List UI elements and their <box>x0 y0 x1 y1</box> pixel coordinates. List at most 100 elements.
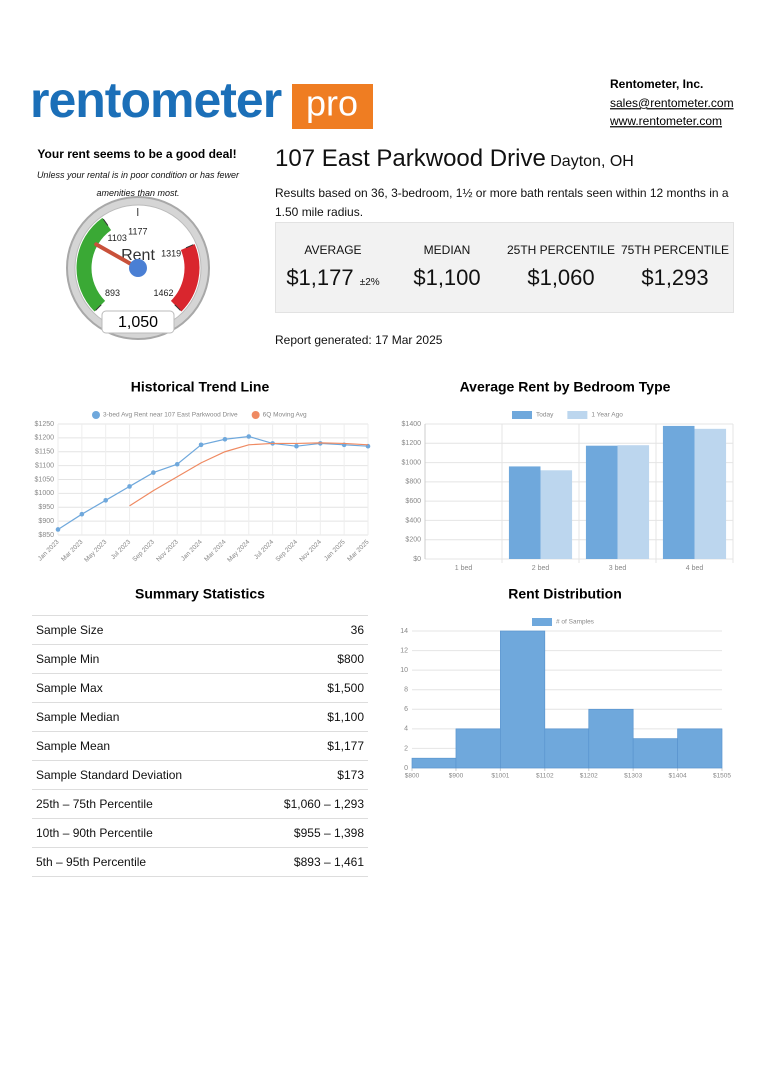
stats-label: Sample Max <box>36 681 103 695</box>
stat-value: $1,100 <box>413 265 481 290</box>
x-tick-label: Mar 2023 <box>60 538 85 563</box>
y-tick-label: 6 <box>404 706 408 713</box>
gauge-label: Rent <box>121 247 155 264</box>
legend-swatch <box>512 411 532 419</box>
legend-label: 3-bed Avg Rent near 107 East Parkwood Dr… <box>103 412 238 419</box>
stats-label: Sample Standard Deviation <box>36 768 183 782</box>
bar <box>585 445 618 559</box>
stat-label: MEDIAN <box>423 243 471 257</box>
y-tick-label: $1200 <box>402 440 422 447</box>
x-tick-label: Jan 2023 <box>37 538 61 562</box>
x-tick-label: $1404 <box>669 773 687 780</box>
bar <box>540 470 573 559</box>
x-tick-label: Nov 2023 <box>155 538 180 563</box>
line-point <box>294 443 299 449</box>
y-tick-label: $1400 <box>402 421 422 428</box>
stats-label: 10th – 90th Percentile <box>36 826 153 840</box>
line-point <box>246 434 252 439</box>
y-tick-label: $1200 <box>35 435 55 442</box>
y-tick-label: $600 <box>405 498 421 505</box>
gauge-band <box>76 217 112 312</box>
stats-row: Sample Max $1,500 <box>32 674 368 703</box>
report-date: Report generated: 17 Mar 2025 <box>275 333 443 347</box>
histogram-bar <box>500 630 546 769</box>
x-tick-label: $1102 <box>536 773 554 780</box>
y-tick-label: $400 <box>405 517 421 524</box>
gauge-tick <box>95 304 102 311</box>
section-title: Average Rent by Bedroom Type <box>460 379 671 395</box>
website[interactable]: www.rentometer.com <box>609 114 722 128</box>
gauge-tick <box>102 218 109 226</box>
legend-label: # of Samples <box>556 619 595 626</box>
stats-row: Sample Mean $1,177 <box>32 732 368 761</box>
y-tick-label: 8 <box>404 687 408 694</box>
legend-label: Today <box>536 412 554 419</box>
stats-row: 25th – 75th Percentile $1,060 – 1,293 <box>32 790 368 819</box>
x-tick-label: Jul 2023 <box>110 538 133 561</box>
stats-table: Sample Size 36 Sample Min $800 Sample Max $1,… <box>32 615 368 877</box>
histogram-bar <box>632 738 678 769</box>
x-tick-label: $900 <box>449 773 464 780</box>
bar <box>508 466 541 559</box>
city: Dayton, OH <box>550 153 634 170</box>
y-tick-label: $1150 <box>35 449 54 456</box>
gauge-tick <box>174 304 181 311</box>
x-tick-label: 1 bed <box>455 565 473 572</box>
stats-row: 10th – 90th Percentile $955 – 1,398 <box>32 819 368 848</box>
legend-swatch <box>532 618 552 626</box>
logo: rentometer <box>30 72 282 128</box>
bar <box>694 428 727 559</box>
histogram-bar <box>677 728 723 769</box>
email[interactable]: sales@rentometer.com <box>610 96 734 110</box>
legend-swatch <box>251 411 260 419</box>
x-tick-label: May 2024 <box>226 538 251 563</box>
gauge-readout: 1,050 <box>118 314 158 331</box>
line-point <box>127 484 132 489</box>
stats-row: Sample Size 36 <box>32 616 368 645</box>
y-tick-label: $1000 <box>402 459 422 466</box>
stats-value: $800 <box>337 652 364 666</box>
gauge-tick-label: 1177 <box>128 226 147 236</box>
line-point <box>79 511 85 517</box>
description: Results based on 36, 3-bedroom, 1½ or mo… <box>275 186 729 219</box>
x-tick-label: May 2023 <box>83 538 108 563</box>
company: Rentometer, Inc. <box>610 77 703 91</box>
stat-value: $1,177 <box>286 265 354 290</box>
logo-badge-bg <box>292 84 373 129</box>
y-tick-label: $950 <box>38 504 54 511</box>
stats-value: $1,060 – 1,293 <box>283 797 364 811</box>
x-tick-label: Jul 2024 <box>253 538 276 561</box>
gauge-tick-label: 1462 <box>153 288 173 298</box>
y-tick-label: $0 <box>413 556 421 563</box>
stats-label: 25th – 75th Percentile <box>36 797 153 811</box>
y-tick-label: 2 <box>404 745 408 752</box>
stats-value: $1,500 <box>327 681 364 695</box>
line-series <box>129 442 369 507</box>
stats-row: Sample Median $1,100 <box>32 703 368 732</box>
legend-swatch <box>92 411 100 419</box>
stats-value: $1,100 <box>327 710 364 724</box>
x-tick-label: Mar 2024 <box>203 538 228 563</box>
gauge-hub <box>129 259 147 277</box>
stats-row: Sample Standard Deviation $173 <box>32 761 368 790</box>
stat-value: $1,293 <box>641 265 709 290</box>
x-tick-label: 3 bed <box>609 565 627 572</box>
stats-value: $1,177 <box>327 739 364 753</box>
bar <box>617 445 650 559</box>
stats-row: Sample Min $800 <box>32 645 368 674</box>
stat-note: ±2% <box>359 277 380 288</box>
y-tick-label: $1000 <box>35 490 55 497</box>
x-tick-label: 2 bed <box>532 565 550 572</box>
x-tick-label: $1303 <box>624 773 642 780</box>
x-tick-label: Mar 2025 <box>346 538 371 563</box>
stat-label: 25TH PERCENTILE <box>506 243 616 257</box>
y-tick-label: $900 <box>38 518 54 525</box>
x-tick-label: $1001 <box>491 773 509 780</box>
line-series <box>57 435 369 530</box>
logo-badge: pro <box>306 83 358 124</box>
stat: 25TH PERCENTILE $1,060 <box>504 223 618 291</box>
x-tick-label: 4 bed <box>686 565 704 572</box>
histogram-bar <box>455 728 501 769</box>
